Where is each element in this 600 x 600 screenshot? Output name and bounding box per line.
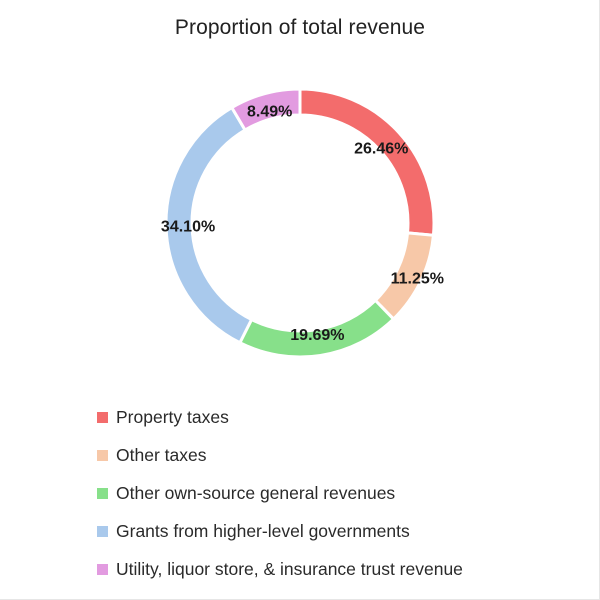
legend-item-property-taxes: Property taxes [97, 404, 577, 430]
donut-slices [164, 87, 436, 359]
legend-label-grants: Grants from higher-level governments [116, 520, 410, 541]
legend-label-other-taxes: Other taxes [116, 444, 207, 465]
legend-item-grants: Grants from higher-level governments [97, 518, 577, 544]
legend-swatch-other-own-source [97, 487, 108, 499]
legend-item-utility-liquor-insurance: Utility, liquor store, & insurance trust… [97, 556, 577, 582]
data-label-other-taxes: 11.25% [391, 271, 444, 288]
slice-property-taxes [298, 87, 436, 237]
chart-title: Proportion of total revenue [174, 16, 426, 39]
legend-label-other-own-source: Other own-source general revenues [116, 482, 396, 503]
legend-label-property-taxes: Property taxes [116, 406, 229, 427]
slice-utility-liquor-insurance [229, 87, 302, 133]
data-label-grants: 34.10% [161, 218, 215, 235]
legend-item-other-own-source: Other own-source general revenues [97, 480, 577, 506]
donut-labels: 26.46% 11.25% 19.69% 34.10% 8.49% [161, 104, 444, 345]
legend-swatch-grants [97, 525, 108, 537]
donut-chart: 26.46% 11.25% 19.69% 34.10% 8.49% [161, 87, 444, 359]
legend-swatch-utility-liquor-insurance [97, 563, 108, 575]
data-label-utility-liquor-insurance: 8.49% [247, 104, 292, 121]
legend-swatch-property-taxes [97, 411, 108, 423]
legend-item-other-taxes: Other taxes [97, 442, 577, 468]
data-label-other-own-source: 19.69% [290, 327, 344, 344]
data-label-property-taxes: 26.46% [354, 140, 408, 157]
legend-swatch-other-taxes [97, 449, 108, 461]
legend-label-utility-liquor-insurance: Utility, liquor store, & insurance trust… [116, 558, 463, 579]
chart-legend: Property taxes Other taxes Other own-sourc… [97, 404, 577, 594]
